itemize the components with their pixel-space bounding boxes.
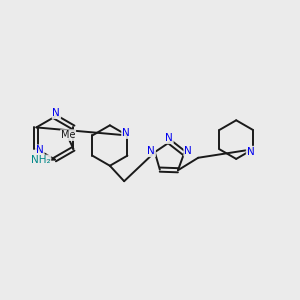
Text: N: N (165, 133, 173, 143)
Text: N: N (247, 147, 254, 157)
Text: N: N (52, 108, 60, 118)
Text: NH₂: NH₂ (31, 155, 50, 165)
Text: N: N (147, 146, 155, 156)
Text: N: N (184, 146, 192, 156)
Text: N: N (36, 145, 44, 155)
Text: Me: Me (61, 130, 75, 140)
Text: N: N (122, 128, 130, 138)
